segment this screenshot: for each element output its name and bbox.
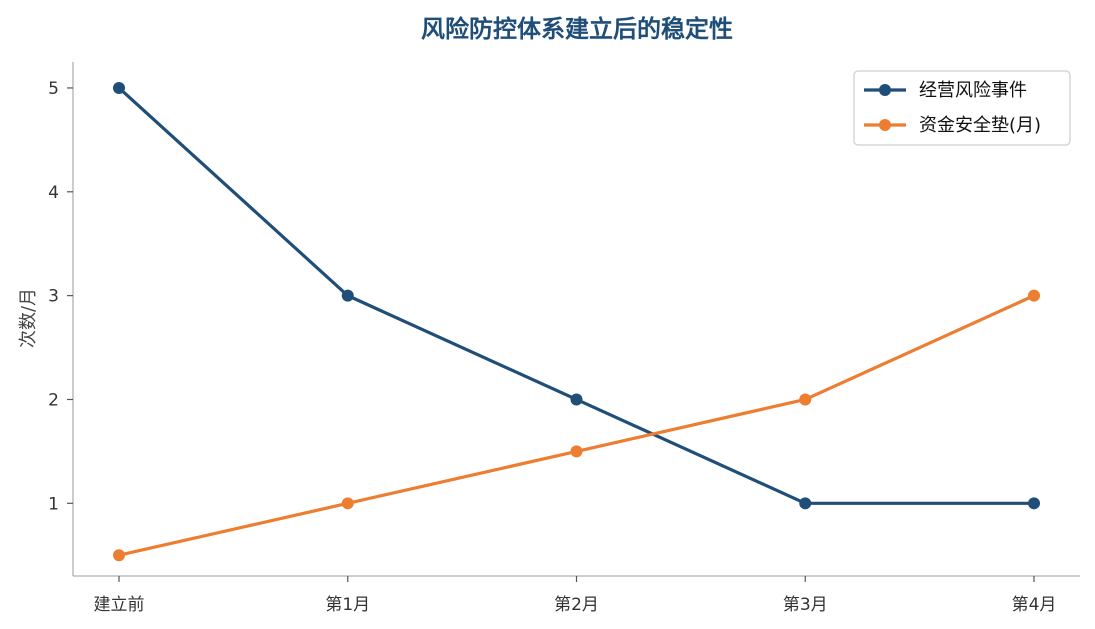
legend-item: 资金安全垫(月) (864, 115, 1041, 136)
legend-box (853, 70, 1071, 146)
series-0 (113, 81, 1040, 510)
data-point (113, 549, 125, 562)
y-tick-label: 2 (48, 390, 59, 410)
x-tick-label: 建立前 (94, 595, 145, 615)
data-point (799, 497, 812, 510)
x-tick-label: 第3月 (783, 595, 828, 615)
y-axis-label: 次数/月 (18, 288, 39, 348)
data-point (570, 445, 583, 458)
chart-title: 风险防控体系建立后的稳定性 (421, 15, 733, 43)
y-tick-label: 3 (48, 287, 59, 307)
legend-swatch-marker (879, 119, 891, 131)
series-line (117, 294, 1036, 557)
data-point (1028, 497, 1040, 510)
data-point (341, 497, 354, 510)
data-point (570, 393, 583, 406)
x-tick-label: 第4月 (1012, 595, 1057, 615)
legend-swatch-marker (879, 84, 891, 96)
data-point (113, 81, 125, 94)
data-point (1028, 289, 1040, 302)
x-tick-label: 第1月 (325, 595, 370, 615)
series-line (117, 86, 1036, 505)
y-tick-label: 4 (48, 183, 59, 203)
series-layer (113, 81, 1040, 562)
y-tick-label: 1 (48, 494, 59, 514)
axes: 1 2 3 4 5 建立前 第1月 第2月 第3月 第4月 (48, 62, 1080, 615)
legend-label: 资金安全垫(月) (919, 115, 1041, 136)
data-point (799, 393, 812, 406)
x-tick-label: 第2月 (554, 595, 599, 615)
series-1 (113, 289, 1040, 562)
legend-item: 经营风险事件 (864, 80, 1027, 101)
legend-label: 经营风险事件 (919, 80, 1027, 101)
data-point (341, 289, 354, 302)
y-tick-label: 5 (48, 79, 59, 99)
